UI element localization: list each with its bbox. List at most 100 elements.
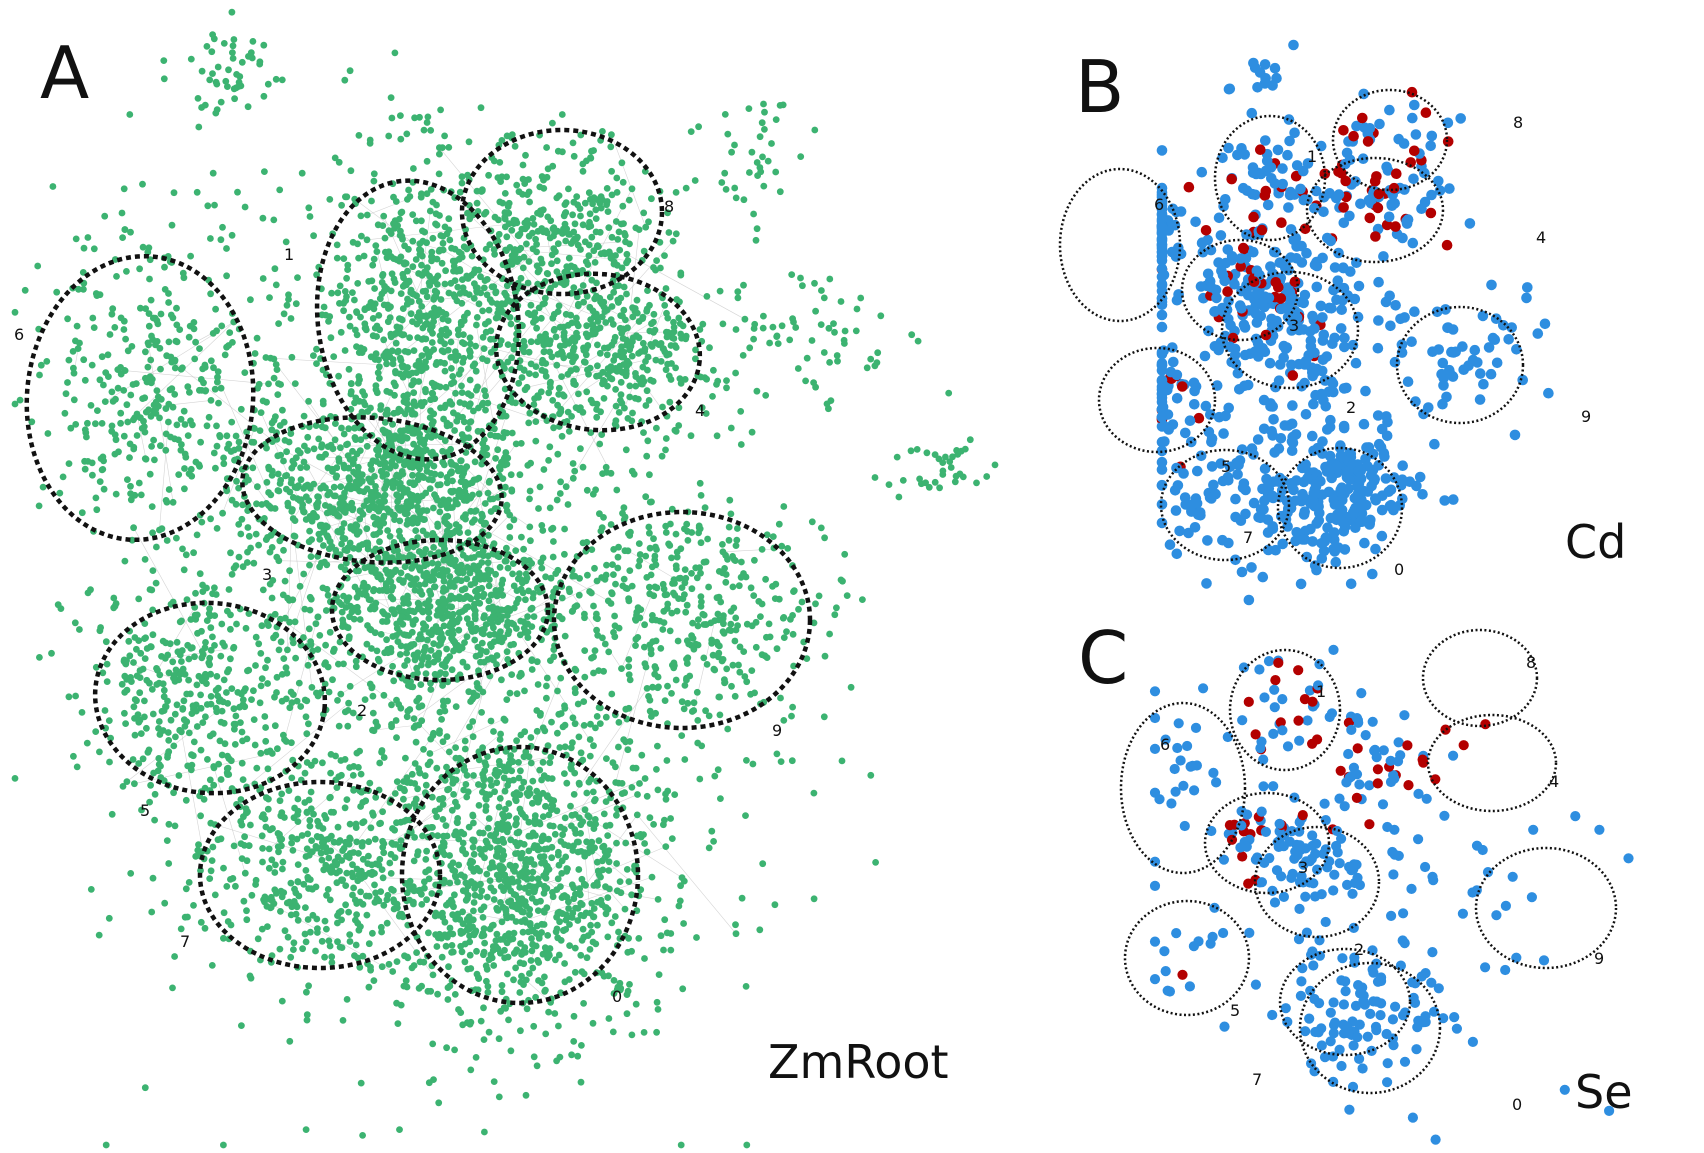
network-node: [504, 564, 512, 572]
network-node: [78, 509, 86, 517]
network-node: [586, 820, 594, 827]
network-node: [265, 489, 272, 496]
network-node: [129, 381, 137, 388]
network-node: [464, 882, 472, 890]
network-node: [292, 300, 300, 308]
network-node: [608, 233, 616, 241]
network-node: [388, 347, 396, 355]
network-node: [644, 437, 652, 445]
network-node: [155, 761, 163, 768]
network-node: [538, 359, 546, 367]
network-node: [299, 945, 306, 953]
network-node: [331, 154, 339, 162]
network-node: [530, 401, 538, 408]
network-node: [447, 338, 455, 346]
network-node: [740, 281, 747, 289]
network-node: [532, 418, 540, 425]
network-node: [509, 570, 516, 578]
network-node: [426, 587, 433, 595]
network-node: [713, 381, 720, 388]
network-node: [220, 454, 228, 462]
network-node: [419, 620, 427, 627]
network-node: [473, 199, 481, 207]
network-node: [504, 970, 511, 978]
network-node: [483, 870, 491, 878]
network-node: [185, 655, 193, 663]
network-node: [207, 397, 215, 404]
network-node: [663, 328, 670, 336]
network-node: [111, 324, 119, 331]
network-node: [294, 795, 302, 803]
network-node: [396, 517, 404, 525]
network-node: [591, 844, 598, 852]
network-node: [259, 858, 266, 866]
network-node: [536, 766, 544, 774]
network-node: [427, 396, 434, 404]
network-node: [513, 815, 520, 822]
network-node: [531, 315, 539, 322]
network-node: [470, 899, 478, 906]
network-node: [594, 362, 601, 370]
network-node: [173, 534, 180, 542]
network-node: [461, 434, 469, 442]
network-node: [254, 935, 262, 943]
network-node: [358, 408, 366, 416]
network-node: [499, 810, 506, 818]
network-node: [460, 331, 467, 338]
network-node: [510, 640, 517, 648]
network-node: [422, 346, 430, 353]
network-node: [457, 828, 465, 836]
network-node: [81, 426, 89, 434]
network-node: [386, 533, 394, 540]
network-node: [495, 216, 502, 224]
network-node: [197, 438, 205, 446]
network-node: [193, 681, 201, 689]
network-node: [413, 664, 421, 672]
network-node: [502, 805, 509, 813]
network-node: [409, 683, 417, 691]
network-node: [262, 737, 270, 745]
network-node: [643, 792, 651, 800]
network-node: [450, 791, 457, 798]
network-node: [613, 174, 621, 182]
network-node: [211, 201, 218, 209]
network-node: [257, 749, 265, 757]
network-edge: [328, 443, 483, 447]
network-node: [553, 925, 561, 933]
network-node: [425, 875, 433, 883]
network-node: [423, 264, 431, 272]
network-node: [463, 926, 471, 934]
network-node: [454, 910, 462, 918]
network-node: [193, 531, 201, 539]
network-node: [615, 719, 623, 726]
network-node: [65, 693, 73, 701]
network-node: [245, 610, 253, 617]
network-node: [164, 651, 172, 659]
network-node: [445, 748, 453, 756]
network-node: [526, 487, 534, 495]
network-node: [319, 825, 327, 832]
network-node: [330, 648, 337, 655]
network-node: [169, 403, 177, 411]
network-node: [470, 269, 478, 277]
network-node: [333, 472, 341, 480]
network-node: [398, 316, 405, 323]
network-node: [271, 869, 279, 876]
network-node: [425, 929, 432, 937]
network-node: [437, 232, 445, 239]
network-node: [474, 986, 482, 994]
network-node: [459, 920, 467, 928]
network-node: [174, 648, 182, 656]
network-node: [321, 917, 329, 925]
network-node: [306, 561, 313, 569]
network-edge: [366, 223, 514, 241]
network-node: [123, 268, 130, 275]
network-node: [484, 399, 492, 407]
network-node: [367, 963, 374, 971]
network-node: [149, 529, 157, 537]
network-node: [117, 409, 125, 417]
network-node: [530, 1022, 538, 1030]
network-node: [238, 728, 246, 736]
network-node: [372, 350, 380, 358]
network-node: [526, 198, 533, 206]
